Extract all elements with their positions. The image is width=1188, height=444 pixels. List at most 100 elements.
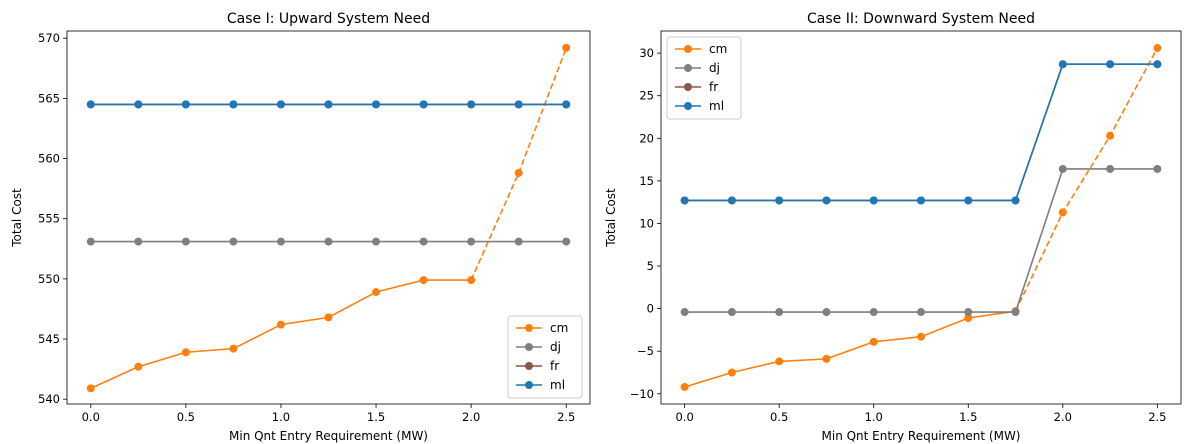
legend-label-fr: fr xyxy=(550,359,559,373)
data-point-cm xyxy=(822,354,831,363)
data-point-ml xyxy=(775,196,784,205)
data-point-cm xyxy=(229,344,238,353)
data-point-ml xyxy=(917,196,925,205)
data-point-dj xyxy=(134,237,143,246)
chart-title: Case I: Upward System Need xyxy=(227,11,430,27)
series-line-fr xyxy=(684,63,1158,202)
data-point-dj xyxy=(419,237,428,246)
data-point-dj xyxy=(324,237,333,246)
x-tick-label: 2.5 xyxy=(557,410,575,424)
legend-marker-fr xyxy=(684,83,692,91)
series-dj xyxy=(680,164,1162,317)
legend-label-fr: fr xyxy=(709,80,718,94)
data-point-cm xyxy=(727,368,736,377)
data-point-cm xyxy=(276,320,285,329)
data-point-dj xyxy=(1058,164,1067,173)
data-point-ml xyxy=(869,196,878,205)
y-tick-label: 545 xyxy=(38,332,60,346)
data-point-cm xyxy=(372,288,381,297)
legend-label-dj: dj xyxy=(550,340,561,354)
data-point-cm xyxy=(1058,208,1067,217)
legend-label-ml: ml xyxy=(709,99,724,113)
y-tick-label: 5 xyxy=(647,259,654,273)
data-point-cm xyxy=(324,313,333,322)
data-point-cm xyxy=(562,43,571,52)
data-point-dj xyxy=(869,308,878,317)
data-point-dj xyxy=(727,308,736,317)
data-point-ml xyxy=(1106,60,1115,69)
axes-frame xyxy=(660,30,1182,405)
y-tick-label: −5 xyxy=(637,344,654,358)
data-point-dj xyxy=(1106,164,1115,173)
legend: cm dj fr ml xyxy=(507,315,583,399)
legend-marker-cm xyxy=(525,324,533,332)
series-cm xyxy=(86,43,571,393)
data-point-cm xyxy=(86,384,95,393)
y-tick-label: 560 xyxy=(38,152,60,166)
data-point-cm xyxy=(680,382,689,391)
y-axis-label: Total Cost xyxy=(604,188,618,248)
x-tick-label: 1.5 xyxy=(367,410,385,424)
data-point-ml xyxy=(680,196,689,205)
data-point-ml xyxy=(181,100,190,109)
series-ml xyxy=(86,100,571,109)
legend-marker-cm xyxy=(684,45,692,53)
data-point-cm xyxy=(917,332,925,341)
x-axis-label: Min Qnt Entry Requirement (MW) xyxy=(822,429,1021,443)
data-point-ml xyxy=(134,100,143,109)
data-point-dj xyxy=(562,237,571,246)
legend-marker-dj xyxy=(525,343,533,351)
data-point-ml xyxy=(419,100,428,109)
x-tick-label: 1.0 xyxy=(272,410,290,424)
axes-frame xyxy=(66,30,591,405)
data-point-dj xyxy=(514,237,523,246)
data-point-dj xyxy=(181,237,190,246)
x-tick-label: 0.5 xyxy=(770,410,788,424)
data-point-ml xyxy=(229,100,238,109)
data-point-cm xyxy=(964,313,973,322)
data-point-ml xyxy=(514,100,523,109)
y-tick-label: 15 xyxy=(639,174,654,188)
data-point-dj xyxy=(467,237,476,246)
data-point-dj xyxy=(86,237,95,246)
x-tick-label: 0.0 xyxy=(82,410,100,424)
data-point-dj xyxy=(775,308,784,317)
data-point-dj xyxy=(1153,164,1162,173)
x-tick-label: 1.0 xyxy=(865,410,883,424)
x-tick-label: 2.0 xyxy=(1054,410,1072,424)
y-tick-label: 25 xyxy=(639,89,654,103)
data-point-cm xyxy=(1153,44,1162,53)
data-point-cm xyxy=(869,337,878,346)
data-point-ml xyxy=(86,100,95,109)
data-point-dj xyxy=(372,237,381,246)
x-axis-label: Min Qnt Entry Requirement (MW) xyxy=(229,429,428,443)
data-point-ml xyxy=(822,196,831,205)
series-cm xyxy=(680,44,1162,391)
x-tick-label: 2.0 xyxy=(462,410,480,424)
data-point-dj xyxy=(964,308,973,317)
legend-marker-ml xyxy=(684,102,692,110)
y-tick-label: 555 xyxy=(38,212,60,226)
data-point-cm xyxy=(514,168,523,177)
plot-area xyxy=(86,43,571,393)
legend-label-dj: dj xyxy=(709,61,720,75)
y-tick-label: 570 xyxy=(38,31,60,45)
y-tick-label: 565 xyxy=(38,91,60,105)
data-point-cm xyxy=(1106,131,1115,140)
data-point-dj xyxy=(822,308,831,317)
x-tick-label: 2.5 xyxy=(1148,410,1166,424)
data-point-ml xyxy=(1058,60,1067,69)
series-line-cm xyxy=(90,279,472,390)
legend-marker-fr xyxy=(525,362,533,370)
series-dj xyxy=(86,237,571,246)
series-line-cm xyxy=(684,310,1016,388)
data-point-ml xyxy=(467,100,476,109)
series-fr xyxy=(680,60,1162,205)
data-point-dj xyxy=(276,237,285,246)
series-ml xyxy=(680,60,1162,205)
data-point-ml xyxy=(324,100,333,109)
data-point-dj xyxy=(680,308,689,317)
data-point-cm xyxy=(419,276,428,285)
y-tick-label: 540 xyxy=(38,392,60,406)
y-tick-label: 10 xyxy=(639,216,654,230)
